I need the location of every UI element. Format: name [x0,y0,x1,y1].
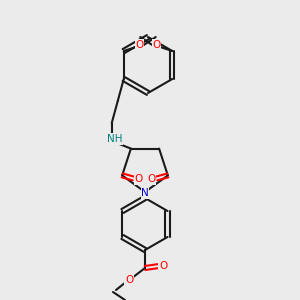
Text: NH: NH [107,134,122,144]
Text: O: O [152,40,160,50]
Text: O: O [134,174,142,184]
Text: O: O [159,261,167,271]
Text: O: O [148,174,156,184]
Text: N: N [141,188,149,198]
Text: O: O [125,275,133,285]
Text: O: O [136,40,144,50]
